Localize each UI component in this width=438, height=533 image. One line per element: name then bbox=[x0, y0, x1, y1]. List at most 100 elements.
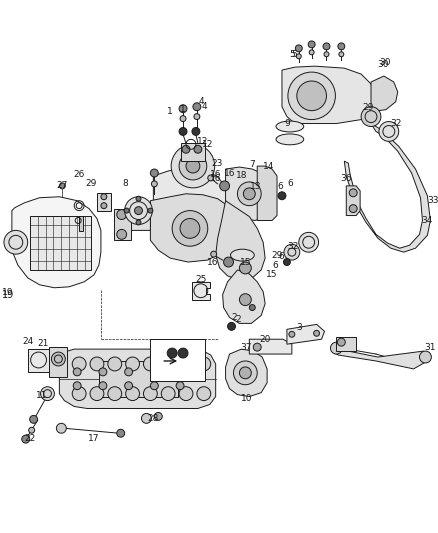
Circle shape bbox=[233, 361, 257, 385]
Circle shape bbox=[176, 368, 184, 376]
Bar bbox=[150, 339, 205, 381]
Circle shape bbox=[176, 382, 184, 390]
Circle shape bbox=[125, 368, 133, 376]
Circle shape bbox=[51, 352, 65, 366]
Circle shape bbox=[323, 43, 330, 50]
Circle shape bbox=[297, 54, 301, 59]
Circle shape bbox=[161, 357, 175, 371]
Circle shape bbox=[179, 152, 207, 180]
Circle shape bbox=[161, 387, 175, 401]
Circle shape bbox=[379, 122, 399, 141]
Polygon shape bbox=[28, 349, 49, 372]
Text: 29: 29 bbox=[271, 251, 283, 260]
Circle shape bbox=[99, 382, 107, 390]
Circle shape bbox=[172, 211, 208, 246]
Bar bbox=[79, 215, 83, 231]
Circle shape bbox=[179, 127, 187, 135]
Polygon shape bbox=[192, 282, 210, 300]
Polygon shape bbox=[334, 343, 427, 369]
Circle shape bbox=[72, 387, 86, 401]
Circle shape bbox=[126, 357, 139, 371]
Circle shape bbox=[314, 330, 320, 336]
Text: 2: 2 bbox=[232, 313, 237, 322]
Polygon shape bbox=[282, 66, 374, 124]
Circle shape bbox=[144, 387, 157, 401]
Circle shape bbox=[349, 205, 357, 213]
Text: 12: 12 bbox=[202, 140, 213, 149]
Circle shape bbox=[299, 232, 318, 252]
Circle shape bbox=[179, 387, 193, 401]
Text: 5: 5 bbox=[291, 50, 297, 59]
Circle shape bbox=[223, 257, 233, 267]
Text: 3: 3 bbox=[296, 323, 302, 332]
Circle shape bbox=[228, 322, 236, 330]
Circle shape bbox=[101, 203, 107, 208]
Text: 6: 6 bbox=[272, 261, 278, 270]
Circle shape bbox=[180, 116, 186, 122]
Text: 16: 16 bbox=[210, 174, 222, 183]
Circle shape bbox=[99, 368, 107, 376]
Circle shape bbox=[41, 387, 54, 401]
Circle shape bbox=[240, 294, 251, 305]
Polygon shape bbox=[153, 168, 228, 232]
Circle shape bbox=[361, 107, 381, 126]
Text: 4: 4 bbox=[199, 97, 205, 106]
Circle shape bbox=[197, 387, 211, 401]
Polygon shape bbox=[99, 361, 178, 397]
Circle shape bbox=[72, 357, 86, 371]
Circle shape bbox=[152, 181, 157, 187]
Text: 16: 16 bbox=[207, 257, 219, 266]
Text: 19: 19 bbox=[2, 288, 14, 297]
Bar bbox=[181, 143, 205, 161]
Polygon shape bbox=[249, 339, 292, 354]
Text: 6: 6 bbox=[287, 180, 293, 188]
Circle shape bbox=[337, 338, 345, 346]
Circle shape bbox=[237, 182, 261, 206]
Text: 32: 32 bbox=[390, 119, 402, 128]
Circle shape bbox=[148, 208, 153, 213]
Text: 5: 5 bbox=[289, 50, 295, 59]
Text: 1: 1 bbox=[167, 107, 173, 116]
Circle shape bbox=[211, 251, 217, 257]
Polygon shape bbox=[60, 349, 215, 408]
Ellipse shape bbox=[276, 134, 304, 145]
Circle shape bbox=[144, 357, 157, 371]
Circle shape bbox=[182, 146, 190, 153]
Circle shape bbox=[194, 146, 202, 153]
Circle shape bbox=[288, 72, 336, 119]
Polygon shape bbox=[150, 194, 236, 262]
Circle shape bbox=[244, 188, 255, 200]
Polygon shape bbox=[257, 166, 277, 221]
Circle shape bbox=[117, 429, 125, 437]
Text: 34: 34 bbox=[422, 216, 433, 225]
Polygon shape bbox=[287, 325, 325, 344]
Circle shape bbox=[178, 348, 188, 358]
Text: 8: 8 bbox=[123, 180, 128, 188]
Circle shape bbox=[284, 244, 300, 260]
Text: 30: 30 bbox=[377, 60, 389, 69]
Circle shape bbox=[186, 159, 200, 173]
Circle shape bbox=[295, 45, 302, 52]
Circle shape bbox=[167, 348, 177, 358]
Text: 21: 21 bbox=[38, 338, 49, 348]
Text: 18: 18 bbox=[236, 172, 247, 181]
Circle shape bbox=[179, 357, 193, 371]
Circle shape bbox=[136, 196, 141, 201]
Circle shape bbox=[192, 127, 200, 135]
Circle shape bbox=[60, 183, 65, 189]
Text: 9: 9 bbox=[284, 119, 290, 128]
Polygon shape bbox=[12, 197, 101, 288]
Bar bbox=[336, 337, 356, 351]
Polygon shape bbox=[233, 225, 249, 245]
Text: 27: 27 bbox=[57, 181, 68, 190]
Text: 11: 11 bbox=[36, 391, 47, 400]
Polygon shape bbox=[223, 270, 265, 324]
Text: 37: 37 bbox=[240, 343, 252, 352]
Circle shape bbox=[249, 304, 255, 311]
Circle shape bbox=[193, 103, 201, 111]
Circle shape bbox=[240, 367, 251, 379]
Circle shape bbox=[208, 175, 214, 181]
Circle shape bbox=[73, 382, 81, 390]
Text: 4: 4 bbox=[202, 102, 208, 111]
Text: 7: 7 bbox=[249, 159, 255, 168]
